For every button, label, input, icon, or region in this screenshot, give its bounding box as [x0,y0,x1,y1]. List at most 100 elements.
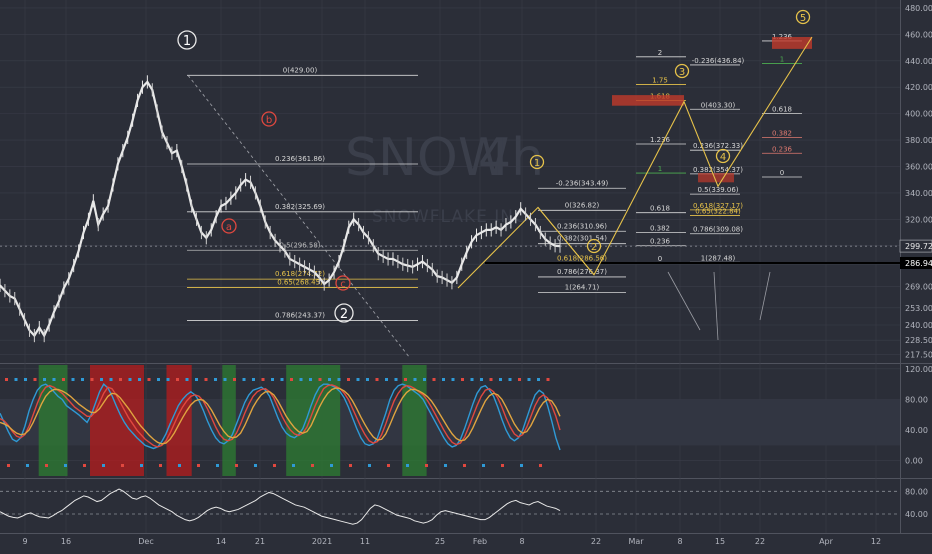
target-zone-wave3[interactable] [612,95,684,106]
watermark-company: SNOWFLAKE INC [372,207,527,227]
projection-line[interactable] [667,271,701,331]
target-zone-wave5[interactable] [772,36,812,49]
stoch-zone [90,365,144,476]
fib-ext-mid-label: 0.618(327.17) [693,202,743,210]
stoch-marker [527,378,531,381]
stoch-marker [119,378,122,381]
wave-label-circle[interactable] [795,9,811,25]
stoch-marker [261,378,265,381]
fib-wave2-label: 0.786(276.37) [557,268,607,276]
projection-line[interactable] [759,271,771,321]
fib-ext-mid-label: -0.236(436.84) [692,57,745,65]
stoch-line-smooth[interactable] [0,387,561,445]
price-layer[interactable] [0,75,561,343]
projected-wave-path[interactable] [457,36,813,289]
y-tick-label: 420.00 [905,83,932,92]
stoch-marker [242,378,246,381]
fib-ext-mid-label: 1(287.48) [701,254,736,262]
stoch-marker [5,378,8,381]
stoch-marker [309,378,312,381]
wave-label-circle[interactable] [674,63,690,79]
stoch-marker [7,464,10,467]
stoch-marker [254,464,257,467]
wave-label-text: 1 [534,158,540,169]
stoch-marker [501,464,504,467]
fib-wave2-label: 0(326.82) [565,201,600,209]
stoch-marker [406,464,409,467]
y-tick-label: 400.00 [905,110,932,119]
wave-label-text: 2 [591,242,597,253]
stoch-band [0,399,900,446]
stoch-marker [387,464,390,467]
stoch-marker [197,464,200,467]
stoch-marker [271,378,274,381]
stoch-marker [83,464,86,467]
stoch-marker [518,378,521,381]
stoch-marker [489,378,493,381]
stoch-marker [546,378,550,381]
support-price-tag [900,256,932,269]
rsi-tick-label: 40.00 [905,510,928,519]
wave-label-circle[interactable] [221,218,237,234]
stoch-marker [337,378,341,381]
stoch-marker [444,464,447,467]
fib-ext-left-label: 0 [658,255,662,263]
fib-ext-mid-label: 0.382(354.37) [693,166,743,174]
stoch-marker [121,464,124,467]
x-tick-label: Feb [473,537,487,546]
target-zone-wave4[interactable] [698,173,734,183]
fib-wave2-label: 1(264.71) [565,283,600,291]
stoch-marker [216,464,219,467]
fib-ext-mid-label: 0.786(309.08) [693,226,743,234]
stoch-marker [375,378,379,381]
fib-ext-left-label: 1 [658,165,662,173]
y-tick-label: 217.50 [905,351,932,360]
stoch-marker [157,378,160,381]
stoch-marker [159,464,162,467]
wave-label-circle[interactable] [335,275,351,291]
stoch-marker [299,378,303,381]
stoch-marker [273,464,276,467]
stoch-marker [43,378,46,381]
fib-main-label: 0.786(243.37) [275,312,325,320]
x-tick-label: 15 [715,537,725,546]
y-tick-label: 228.50 [905,336,932,345]
label-layer[interactable]: 1 2 a b c 1 2 3 4 5 [177,9,811,323]
wave-label-circle[interactable] [586,238,602,254]
y-tick-label: 240.00 [905,321,932,330]
stoch-marker [539,464,542,467]
fib-main-label: 0.618(274.72) [275,270,325,278]
fib-wave2-label: -0.236(343.49) [556,179,609,187]
stoch-line-fast[interactable] [0,383,561,451]
stoch-marker [71,378,75,381]
support-price-label: 286.94 [905,259,932,268]
fib-ext-right-label: 0 [780,169,784,177]
watermark-timeframe: 4h [478,128,544,188]
wave-label-circle[interactable] [177,30,197,50]
y-tick-label: 320.00 [905,215,932,224]
stoch-line-slow[interactable] [0,384,561,448]
wave-label-circle[interactable] [334,303,354,323]
watermark-symbol: SNOW [345,128,509,188]
projection-line[interactable] [713,271,719,341]
wave-label-circle[interactable] [261,111,277,127]
stoch-marker [24,378,27,381]
grid-layer [0,0,932,534]
rsi-layer[interactable] [0,488,561,525]
wave-label-circle[interactable] [529,154,545,170]
rsi-line[interactable] [0,488,561,525]
stoch-tick-label: 80.00 [905,395,928,404]
y-tick-label: 269.00 [905,283,932,292]
fib-ext-mid-label: 0(403.30) [701,101,736,109]
x-tick-label: 2021 [312,537,332,546]
wave-label-text: 3 [679,67,685,78]
fib-wave2-label: 0.236(310.96) [557,222,607,230]
drawing-layer[interactable] [0,36,900,359]
stoch-layer[interactable] [0,383,561,451]
stoch-marker [62,378,65,381]
wave-leg[interactable] [537,207,595,276]
y-tick-label: 440.00 [905,57,932,66]
wave-label-circle[interactable] [715,148,731,164]
